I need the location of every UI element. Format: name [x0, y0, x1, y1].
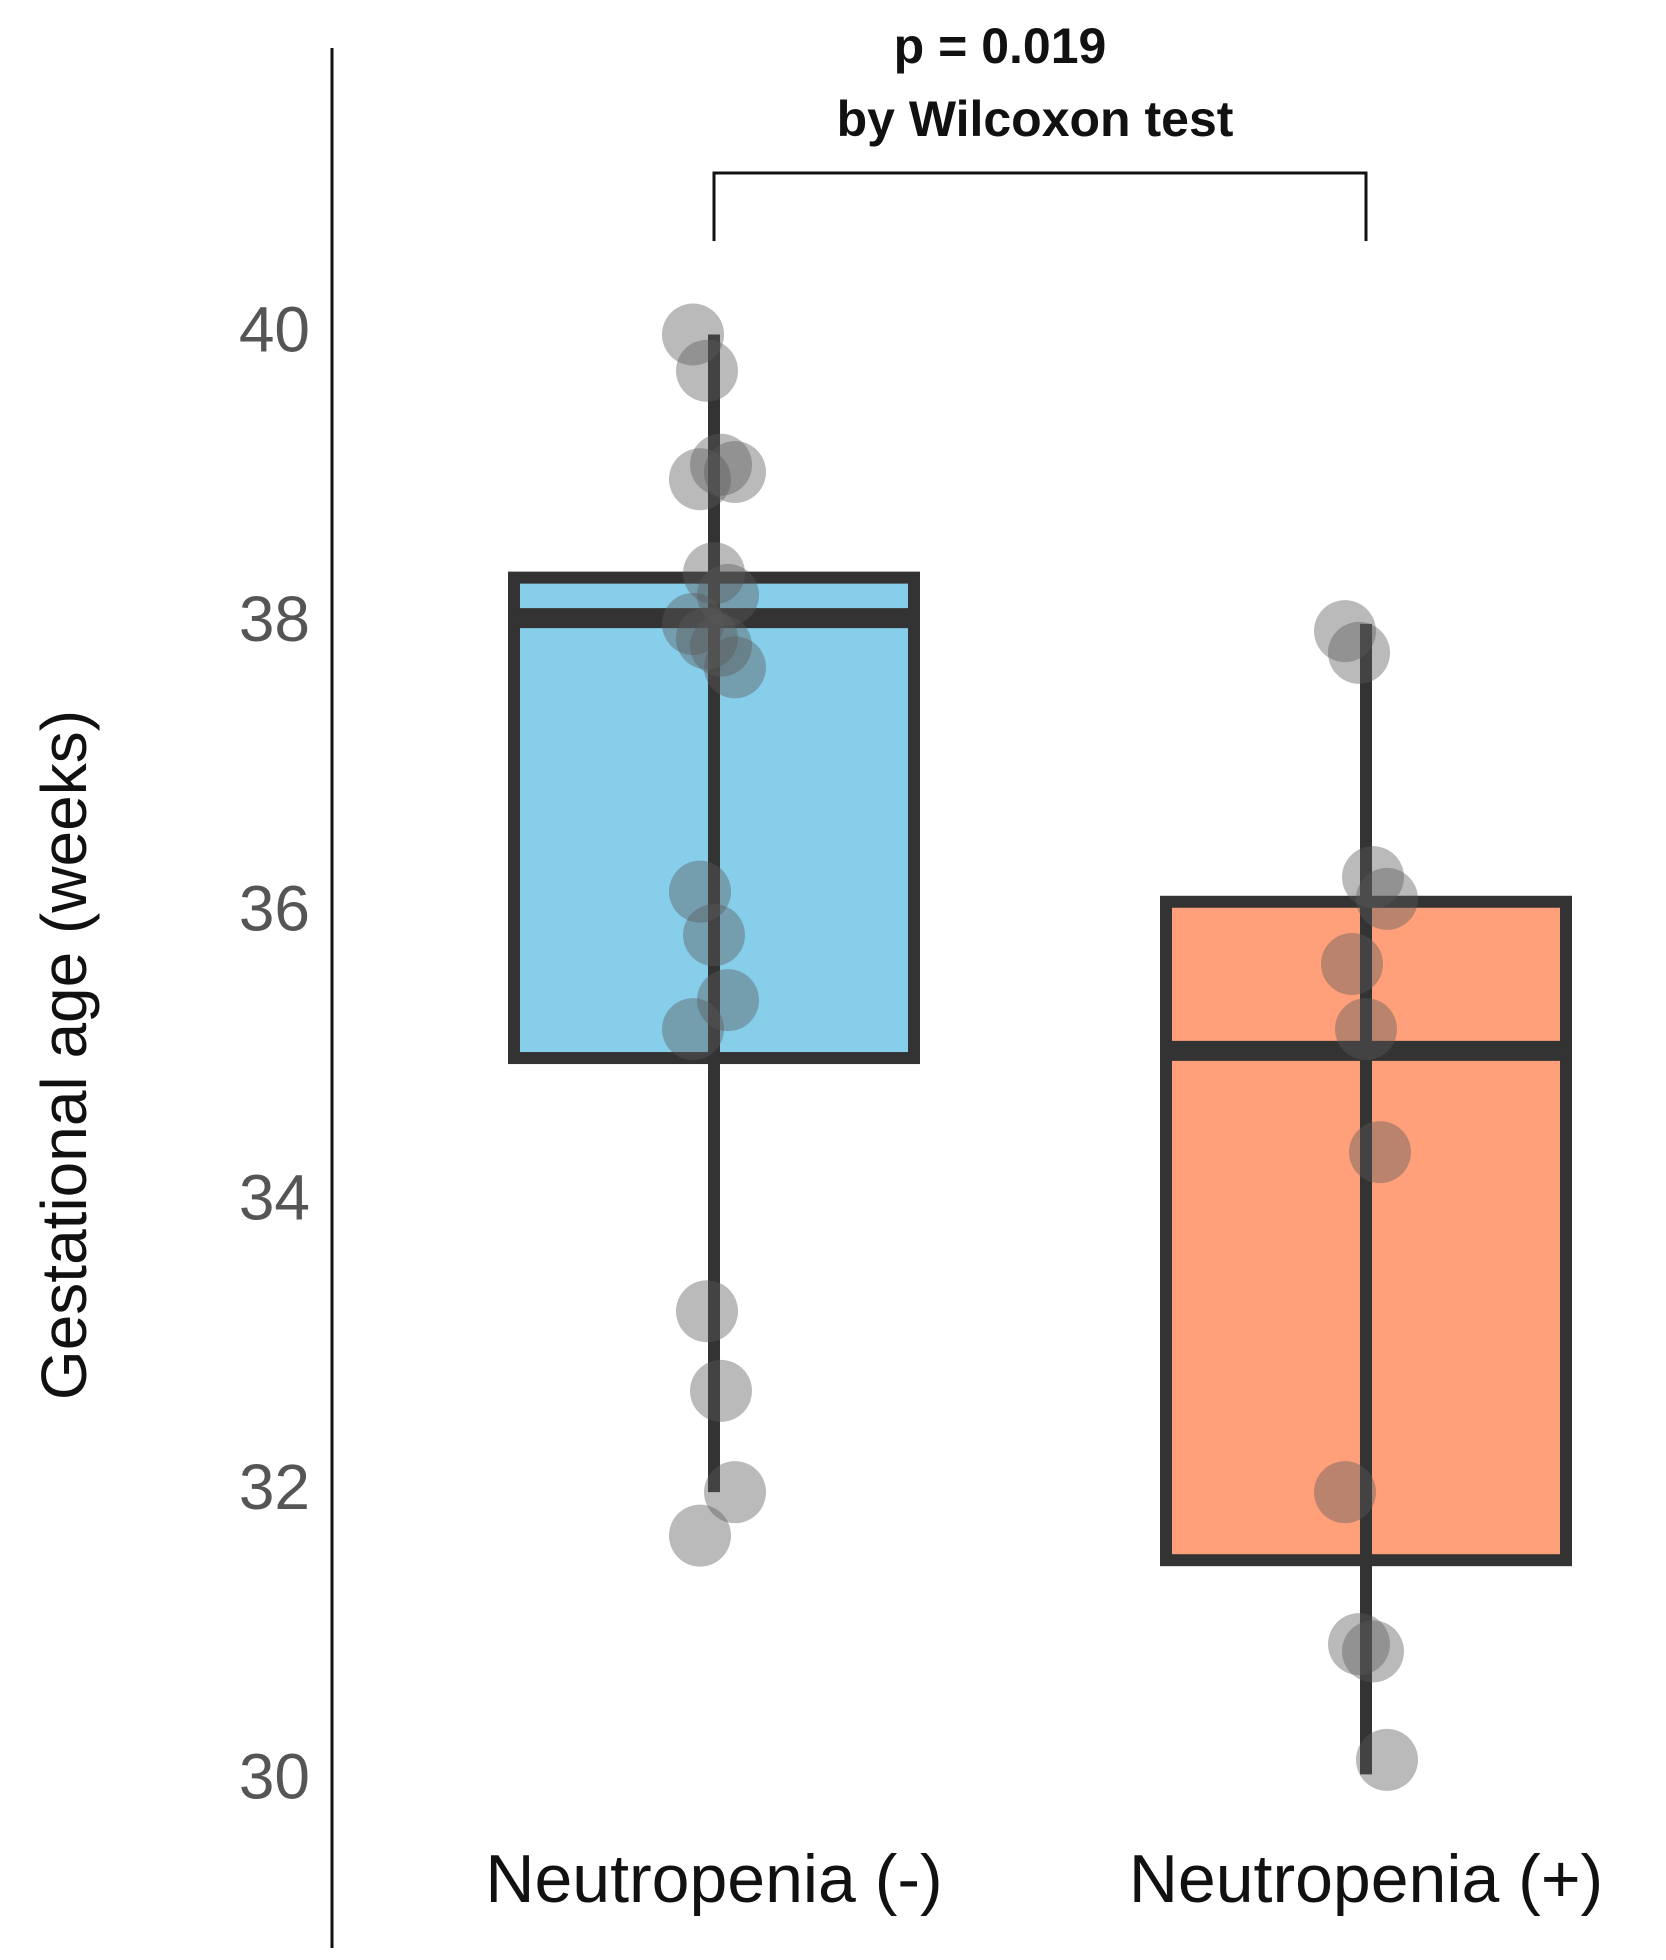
point	[1356, 1728, 1418, 1791]
point	[1314, 1461, 1376, 1524]
point	[676, 607, 738, 670]
point	[1321, 932, 1383, 995]
point	[697, 563, 759, 626]
point	[1349, 1121, 1411, 1184]
point	[690, 1359, 752, 1422]
annotation: by Wilcoxon test	[837, 91, 1234, 147]
y-tick-label: 40	[239, 293, 310, 365]
point	[1314, 600, 1376, 663]
annotation: p = 0.019	[894, 18, 1107, 74]
point	[704, 440, 766, 503]
point	[697, 969, 759, 1032]
y-tick-label: 30	[239, 1740, 310, 1812]
y-axis-label: Gestational age (weeks)	[28, 710, 100, 1400]
point	[1328, 621, 1390, 684]
point	[669, 1504, 731, 1567]
point	[683, 904, 745, 967]
point	[683, 542, 745, 605]
point	[676, 1280, 738, 1343]
point	[1342, 846, 1404, 909]
y-tick-label: 36	[239, 872, 310, 944]
point	[704, 1461, 766, 1524]
x-tick-label: Neutropenia (+)	[1129, 1841, 1603, 1917]
point	[669, 860, 731, 923]
y-tick-label: 32	[239, 1451, 310, 1523]
point	[690, 614, 752, 677]
y-tick-label: 38	[239, 583, 310, 655]
point	[690, 433, 752, 496]
point	[662, 592, 724, 655]
point	[676, 339, 738, 402]
point	[669, 448, 731, 511]
point	[704, 636, 766, 699]
point	[662, 998, 724, 1061]
point	[1328, 1613, 1390, 1676]
y-tick-label: 34	[239, 1162, 310, 1234]
point	[662, 303, 724, 366]
point	[1335, 998, 1397, 1061]
x-tick-label: Neutropenia (-)	[485, 1841, 942, 1917]
point	[1342, 1620, 1404, 1683]
significance-bracket	[712, 171, 1368, 241]
point	[1356, 867, 1418, 930]
